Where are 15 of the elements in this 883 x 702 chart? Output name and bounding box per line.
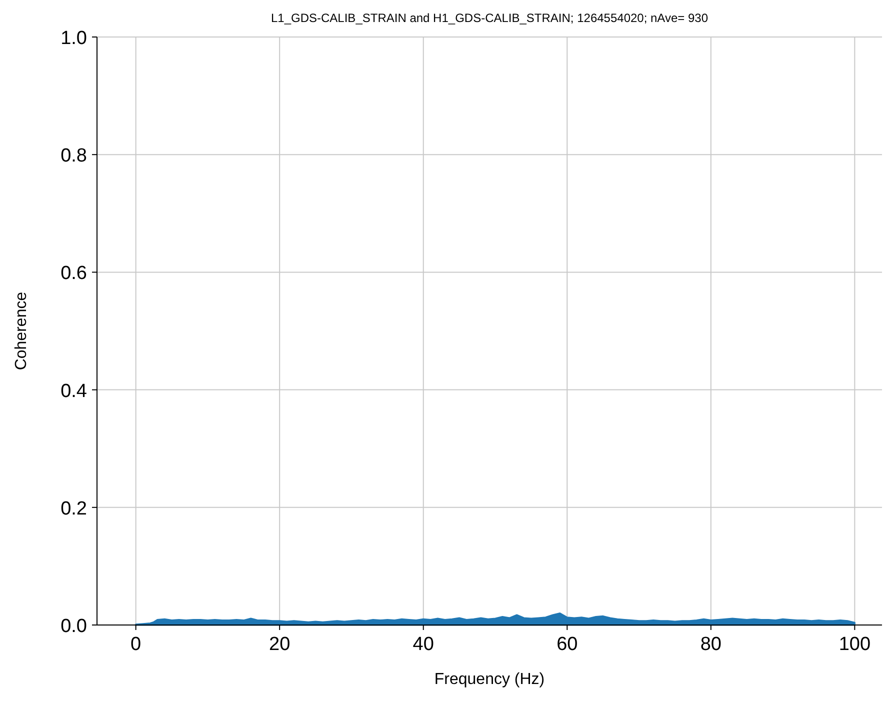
- y-tick-label: 0.6: [60, 263, 87, 284]
- y-tick-label: 0.8: [60, 146, 87, 167]
- x-tick-label: 20: [269, 634, 290, 655]
- y-axis-title: Coherence: [13, 292, 30, 370]
- y-tick-label: 1.0: [60, 28, 87, 49]
- y-tick-label: 0.2: [60, 498, 87, 520]
- x-tick-label: 80: [700, 634, 722, 655]
- x-tick-label: 60: [556, 634, 578, 655]
- y-tick-label: 0.4: [60, 380, 88, 402]
- x-tick-label: 100: [838, 634, 871, 655]
- x-axis-title: Frequency (Hz): [434, 671, 545, 688]
- chart-title: L1_GDS-CALIB_STRAIN and H1_GDS-CALIB_STRAIN; 1264554020; nAve= 930: [270, 11, 708, 25]
- x-tick-label: 0: [130, 634, 142, 655]
- y-tick-label: 0.0: [60, 616, 87, 637]
- x-tick-label: 40: [412, 634, 434, 655]
